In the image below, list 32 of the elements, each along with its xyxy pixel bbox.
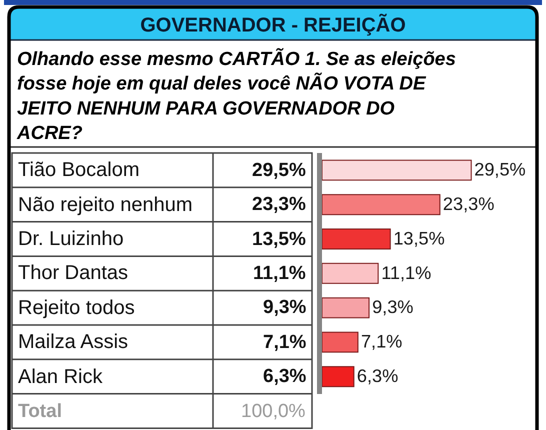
data-label: 9,3% — [263, 297, 306, 318]
text: 29,5% — [474, 160, 526, 180]
text: Total — [18, 401, 62, 422]
y-tick-label: Dr. Luizinho — [18, 228, 124, 250]
bar — [322, 228, 391, 250]
data-label: 13,5% — [252, 229, 306, 250]
data-label: 11,1% — [253, 263, 306, 284]
y-tick-label: Rejeito todos — [18, 297, 135, 319]
text: 9,3% — [372, 297, 414, 318]
data-label: 23,3% — [252, 194, 306, 215]
chart-subtitle: Olhando esse mesmo CARTÃO 1. Se as eleições fosse hoje em qual deles você NÃO VOTA DE JEITO NENHUM PARA GOVERNADOR DO ACRE? — [16, 48, 456, 144]
text: 100,0% — [241, 401, 306, 422]
text: 23,3% — [442, 194, 494, 214]
bar — [322, 297, 370, 318]
text: 6,3% — [356, 366, 398, 386]
data-label: 6,3% — [263, 366, 306, 387]
bar — [322, 332, 358, 353]
text: 13,5% — [393, 228, 445, 248]
y-tick-label: Tião Bocalom — [18, 159, 140, 181]
y-tick-label: Mailza Assis — [18, 331, 128, 353]
y-tick-label: Não rejeito nenhum — [18, 194, 193, 216]
data-label: 29,5% — [252, 160, 306, 181]
bar — [322, 160, 472, 181]
text: 7,1% — [360, 332, 402, 352]
bar — [322, 194, 440, 216]
y-tick-label: Thor Dantas — [18, 262, 128, 284]
text: 11,1% — [381, 262, 432, 283]
y-tick-label: Alan Rick — [18, 366, 104, 388]
bar — [322, 366, 354, 388]
data-label: 7,1% — [263, 332, 306, 353]
bar — [322, 262, 379, 284]
chart-title: GOVERNADOR - REJEIÇÃO — [140, 14, 406, 36]
